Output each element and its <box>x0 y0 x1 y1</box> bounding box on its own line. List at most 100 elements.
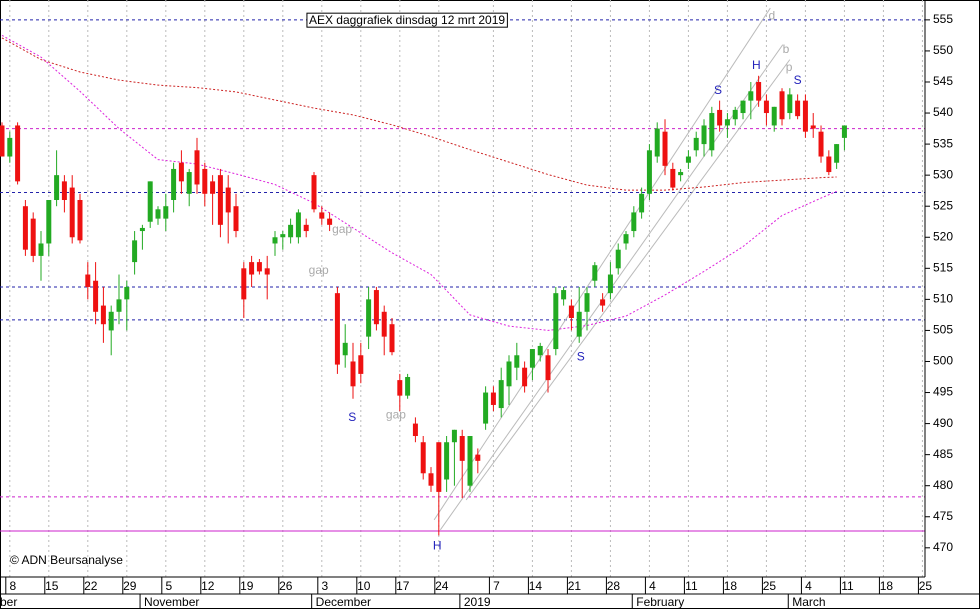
candle-body <box>202 168 208 194</box>
annotation: S <box>348 410 356 424</box>
month-label: ber <box>0 595 17 609</box>
trend-line <box>465 59 791 501</box>
candle-body <box>54 175 60 200</box>
candle-body <box>467 436 473 486</box>
candle-body <box>93 280 99 312</box>
x-tick-label: 3 <box>321 579 328 593</box>
candle-body <box>756 81 762 101</box>
x-tick-label: 22 <box>84 579 98 593</box>
candle-body <box>553 293 559 350</box>
candle-body <box>685 156 691 163</box>
month-label: November <box>144 595 199 609</box>
candle-body <box>639 193 645 213</box>
x-tick-label: 4 <box>649 579 656 593</box>
candle-body <box>584 293 590 312</box>
candle-body <box>787 94 793 114</box>
annotation: H <box>433 539 442 553</box>
candle-body <box>717 109 723 126</box>
title-box <box>306 12 508 28</box>
candle-body <box>693 137 699 151</box>
candle-body <box>841 125 847 138</box>
candle-body <box>132 240 138 263</box>
candle-body <box>342 342 348 356</box>
candle-body <box>748 91 754 101</box>
candle-body <box>701 125 707 145</box>
candle-body <box>22 206 28 250</box>
y-tick-label: 525 <box>933 198 953 212</box>
candle-body <box>545 355 551 381</box>
y-tick-label: 490 <box>933 416 953 430</box>
candle-body <box>459 436 465 461</box>
candle-body <box>147 181 153 222</box>
candle-body <box>436 442 442 492</box>
annotation: p <box>786 60 793 74</box>
candle-body <box>397 380 403 396</box>
candle-body <box>522 367 528 387</box>
x-tick-label: 17 <box>396 579 410 593</box>
candle-body <box>405 377 411 396</box>
candle-body <box>0 125 5 157</box>
candle-body <box>217 175 223 225</box>
candle-body <box>568 305 574 319</box>
candle-body <box>795 100 801 117</box>
annotation: gap <box>309 263 329 277</box>
credit: © ADN Beursanalyse <box>10 553 123 567</box>
candle-body <box>779 91 785 120</box>
candle-body <box>389 324 395 353</box>
x-tick-label: 18 <box>724 579 738 593</box>
y-tick-label: 540 <box>933 105 953 119</box>
candle-body <box>451 429 457 443</box>
candle-body <box>61 181 67 200</box>
candle-body <box>420 442 426 474</box>
chart-title: AEX daggrafiek dinsdag 12 mrt 2019 <box>309 13 505 27</box>
candle-body <box>623 234 629 244</box>
candle-body <box>514 355 520 368</box>
y-tick-label: 485 <box>933 447 953 461</box>
x-tick-label: 18 <box>880 579 894 593</box>
candle-body <box>678 172 684 176</box>
candle-body <box>46 199 52 244</box>
candle-body <box>233 206 239 232</box>
candle-body <box>358 355 364 374</box>
candle-body <box>818 131 824 157</box>
candle-body <box>186 172 192 194</box>
annotation: S <box>714 83 722 97</box>
annotation: S <box>794 73 802 87</box>
candle-body <box>607 274 613 294</box>
candle-body <box>139 227 145 232</box>
candle-body <box>100 305 106 325</box>
candle-body <box>210 181 216 194</box>
annotation: gap <box>386 408 406 422</box>
y-tick-label: 545 <box>933 74 953 88</box>
candle-body <box>724 119 730 126</box>
candle-body <box>319 212 325 219</box>
y-tick-label: 550 <box>933 43 953 57</box>
candle-body <box>288 224 294 238</box>
y-tick-label: 510 <box>933 292 953 306</box>
candle-body <box>662 131 668 166</box>
y-tick-label: 475 <box>933 509 953 523</box>
month-label: February <box>636 595 684 609</box>
candle-body <box>256 262 262 272</box>
candle-body <box>38 243 44 256</box>
x-tick-label: 11 <box>685 579 698 593</box>
x-tick-label: 12 <box>201 579 215 593</box>
candle-body <box>155 209 161 219</box>
candle-body <box>592 265 598 281</box>
annotation: b <box>783 42 790 56</box>
candle-body <box>249 262 255 275</box>
candle-body <box>740 100 746 114</box>
y-tick-label: 530 <box>933 167 953 181</box>
y-tick-label: 480 <box>933 478 953 492</box>
y-tick-label: 515 <box>933 260 953 274</box>
candle-body <box>241 268 247 300</box>
x-tick-label: 26 <box>279 579 293 593</box>
candle-body <box>171 168 177 200</box>
candle-body <box>381 311 387 337</box>
x-tick-label: 29 <box>123 579 137 593</box>
candle-body <box>615 249 621 269</box>
candle-body <box>428 473 434 486</box>
annotation: d <box>769 8 776 22</box>
x-tick-label: 11 <box>841 579 854 593</box>
